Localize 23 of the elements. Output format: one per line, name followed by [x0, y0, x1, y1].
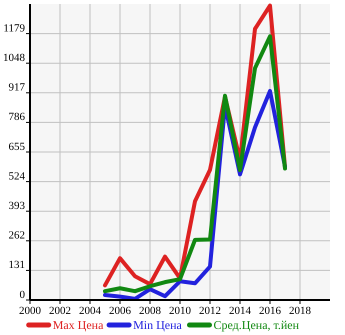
- x-tick-label: 2018: [289, 305, 312, 317]
- x-tick-label: 2006: [109, 305, 132, 317]
- x-tick-label: 2000: [19, 305, 42, 317]
- x-tick-label: 2002: [49, 305, 71, 317]
- legend-label: Сред.Цена, т.йен: [214, 318, 300, 332]
- x-tick-label: 2004: [79, 305, 102, 317]
- x-tick-label: 2012: [199, 305, 221, 317]
- y-tick-label: 1179: [3, 22, 26, 34]
- legend-label: Min Цена: [133, 318, 183, 332]
- y-tick-label: 393: [8, 200, 26, 212]
- y-tick-label: 0: [20, 288, 26, 301]
- x-tick-label: 2016: [259, 305, 282, 317]
- y-tick-label: 655: [8, 140, 26, 153]
- y-tick-label: 1048: [3, 52, 26, 64]
- x-tick-label: 2010: [169, 305, 192, 317]
- y-tick-label: 917: [8, 82, 26, 94]
- y-tick-label: 524: [8, 170, 26, 182]
- x-tick-label: 2008: [139, 305, 162, 317]
- y-tick-label: 131: [8, 259, 25, 272]
- y-tick-label: 262: [8, 230, 25, 242]
- x-tick-label: 2014: [229, 305, 252, 317]
- legend-label: Max Цена: [52, 318, 104, 332]
- y-tick-label: 786: [8, 111, 26, 124]
